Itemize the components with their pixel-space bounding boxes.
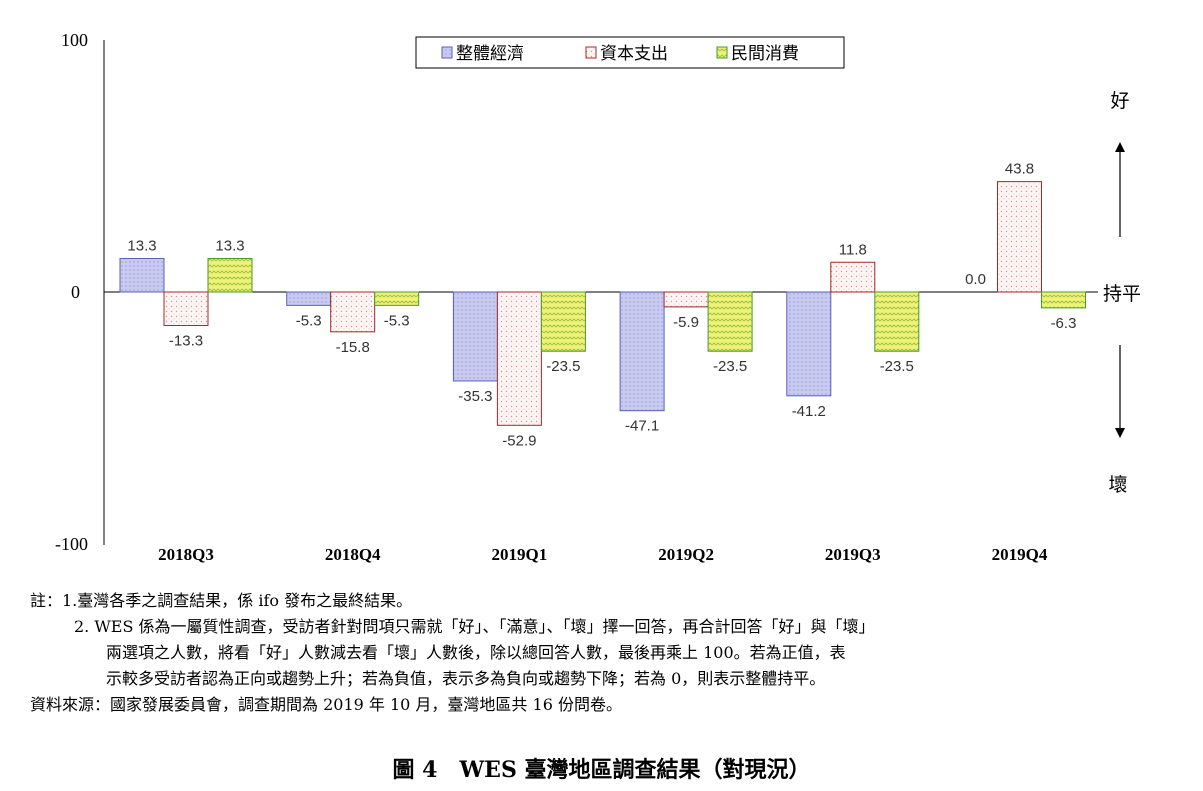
data-label-2019Q3-series-2: 11.8: [839, 241, 867, 258]
data-label-2019Q1-series-3: -23.5: [546, 358, 580, 375]
note-1: 註：1.臺灣各季之調查結果，係 ifo 發布之最終結果。: [30, 591, 413, 610]
data-label-2019Q2-series-2: -5.9: [673, 314, 699, 331]
bar-2019Q1-series-1: [452, 291, 498, 382]
legend: 整體經濟 資本支出 民間消費: [415, 36, 845, 69]
bar-2018Q4-series-2: [330, 291, 376, 333]
data-label-2019Q1-series-2: -52.9: [502, 432, 536, 449]
y-tick-0: 0: [71, 282, 80, 302]
data-label-2019Q4-series-3: -6.3: [1051, 315, 1077, 332]
legend-label-series-3: 民間消費: [731, 44, 799, 64]
legend-label-series-2: 資本支出: [600, 44, 668, 64]
bar-2019Q1-series-2: [496, 291, 542, 426]
side-label-bad: 壞: [1108, 474, 1127, 496]
legend-label-series-1: 整體經濟: [456, 44, 524, 64]
bar-2019Q3-series-1: [786, 291, 832, 397]
source-note: 資料來源：國家發展委員會，調查期間為 2019 年 10 月，臺灣地區共 16 …: [30, 695, 622, 714]
bar-2019Q1-series-3: [540, 291, 586, 352]
category-label-2018Q3: 2018Q3: [158, 545, 214, 564]
data-label-2018Q3-series-3: 13.3: [215, 237, 244, 254]
data-label-2019Q4-series-1: 0.0: [965, 271, 986, 288]
data-label-2018Q3-series-2: -13.3: [169, 333, 203, 350]
data-label-2019Q3-series-1: -41.2: [792, 403, 826, 420]
y-tick-minus-100: -100: [55, 534, 88, 554]
side-label-good: 好: [1110, 90, 1129, 112]
note-2: 2. WES 係為一屬質性調查，受訪者針對問項只需就「好」、「滿意」、「壞」擇一…: [74, 617, 875, 636]
data-label-2019Q2-series-1: -47.1: [625, 418, 659, 435]
data-label-2018Q4-series-2: -15.8: [336, 339, 370, 356]
figure-title: 圖 4 WES 臺灣地區調查結果（對現況）: [392, 757, 811, 783]
bar-2018Q4-series-3: [374, 291, 420, 306]
data-label-2019Q2-series-3: -23.5: [713, 358, 747, 375]
bar-chart: 100 0 -100 13.3 -13.3 13.3 -5.3 -15.8 -5.3 -35…: [55, 30, 1141, 564]
bar-2019Q3-series-2: [830, 261, 876, 293]
notes-block: 註：1.臺灣各季之調查結果，係 ifo 發布之最終結果。 2. WES 係為一屬…: [30, 588, 1190, 718]
data-label-2019Q1-series-1: -35.3: [458, 388, 492, 405]
note-2-cont-1: 兩選項之人數，將看「好」人數減去看「壞」人數後，除以總回答人數，最後再乘上 10…: [106, 643, 846, 662]
legend-swatch-series-1: [441, 46, 453, 59]
category-label-2019Q2: 2019Q2: [658, 545, 714, 564]
category-label-2019Q3: 2019Q3: [825, 545, 881, 564]
category-label-2019Q4: 2019Q4: [992, 545, 1048, 564]
arrow-down-head: [1115, 428, 1125, 438]
data-label-2019Q3-series-3: -23.5: [880, 358, 914, 375]
category-label-2019Q1: 2019Q1: [492, 545, 548, 564]
bar-2019Q3-series-3: [874, 291, 920, 352]
bar-2018Q3-series-3: [207, 257, 253, 293]
category-labels-group: 2018Q3 2018Q4 2019Q1 2019Q2 2019Q3 2019Q4: [158, 545, 1048, 564]
side-label-flat: 持平: [1103, 283, 1141, 305]
note-2-cont-2: 示較多受訪者認為正向或趨勢上升；若為負值，表示多為負向或趨勢下降；若為 0，則表…: [106, 669, 826, 688]
bar-2019Q4-series-2: [997, 181, 1042, 293]
bar-2019Q4-series-3: [1041, 291, 1086, 309]
bar-2018Q3-series-2: [163, 291, 209, 327]
bar-2019Q2-series-2: [663, 291, 709, 308]
data-label-2018Q3-series-1: 13.3: [127, 237, 156, 254]
data-label-2018Q4-series-1: -5.3: [296, 312, 322, 329]
bars-group: [119, 181, 1086, 426]
legend-swatch-series-3: [716, 46, 728, 59]
arrow-up-head: [1115, 142, 1125, 152]
data-label-2018Q4-series-3: -5.3: [384, 312, 410, 329]
y-tick-100: 100: [61, 30, 88, 50]
data-label-2019Q4-series-2: 43.8: [1005, 161, 1034, 178]
data-labels-group: 13.3 -13.3 13.3 -5.3 -15.8 -5.3 -35.3 -52.9 -23.…: [127, 161, 1076, 450]
bar-2019Q2-series-3: [707, 291, 753, 352]
category-label-2018Q4: 2018Q4: [325, 545, 381, 564]
legend-swatch-series-2: [585, 46, 597, 59]
bar-2018Q3-series-1: [119, 257, 165, 293]
bar-2019Q2-series-1: [619, 291, 665, 412]
bar-2018Q4-series-1: [286, 291, 332, 306]
